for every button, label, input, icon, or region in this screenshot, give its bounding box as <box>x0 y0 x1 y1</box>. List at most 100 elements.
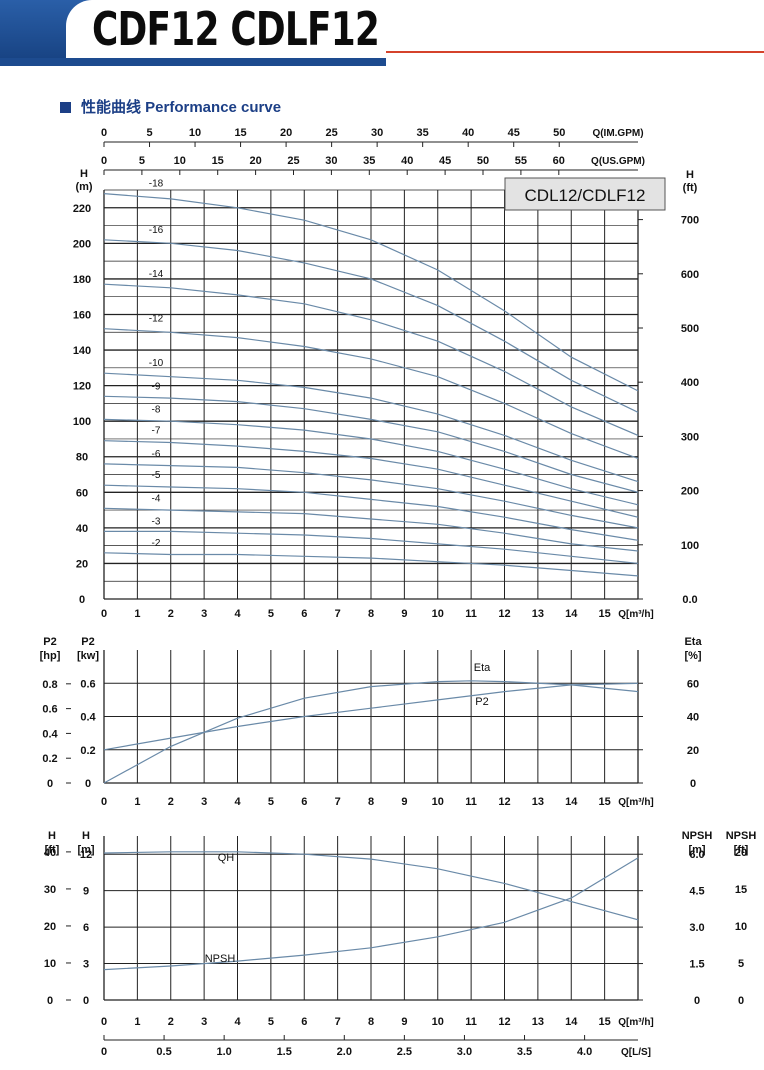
x-tick-label: 1 <box>134 796 140 808</box>
x-tick-label: 2 <box>168 796 174 808</box>
y-ft-tick-label: 40 <box>44 847 56 859</box>
y-npsh-ft-tick-label: 0 <box>738 995 744 1007</box>
top-us-tick-label: 15 <box>212 155 224 167</box>
y-kw-tick-label: 0.4 <box>80 712 96 724</box>
top-us-tick-label: 40 <box>401 155 413 167</box>
y-npsh-m-tick-label: 1.5 <box>689 959 704 971</box>
x-tick-label: 12 <box>498 796 510 808</box>
y-left-tick-label: 80 <box>76 452 88 464</box>
stage-curve <box>103 372 639 483</box>
stage-curve-label: -18 <box>149 179 164 190</box>
y-kw-tick-label: 0 <box>85 778 91 790</box>
x-tick-label: 14 <box>565 608 578 620</box>
header-title-panel <box>66 0 386 66</box>
x-tick-label: 8 <box>368 1016 374 1028</box>
qh-curve-label: QH <box>218 852 235 864</box>
x-tick-label: 14 <box>565 1016 578 1028</box>
y-npsh-ft-tick-label: 5 <box>738 958 744 970</box>
top-im-tick-label: 25 <box>325 127 337 139</box>
y-eta-axis-label: [%] <box>684 650 701 662</box>
y-ft-tick-label: 20 <box>44 921 56 933</box>
x-tick-label: 15 <box>599 608 611 620</box>
y-left-axis-label: H <box>80 168 88 180</box>
y-left-tick-label: 160 <box>73 309 91 321</box>
x-tick-label: 9 <box>401 1016 407 1028</box>
stage-curve <box>103 484 639 541</box>
y-npsh-m-axis-label: [m] <box>688 844 705 856</box>
y-npsh-ft-axis-label: [ft] <box>734 844 749 856</box>
top-im-tick-label: 40 <box>462 127 474 139</box>
x-tick-label: 6 <box>301 1016 307 1028</box>
eta-curve-label: Eta <box>474 662 491 674</box>
y-eta-tick-label: 60 <box>687 678 699 690</box>
y-right-tick-label: 0.0 <box>682 594 697 606</box>
y-right-tick-label: 400 <box>681 377 699 389</box>
x-tick-label: 8 <box>368 796 374 808</box>
y-ft-tick-label: 10 <box>44 958 56 970</box>
stage-curve-label: -12 <box>149 314 164 325</box>
top-us-tick-label: 50 <box>477 155 489 167</box>
x-tick-label: 13 <box>532 796 544 808</box>
y-m-tick-label: 0 <box>83 995 89 1007</box>
top-im-tick-label: 5 <box>146 127 152 139</box>
x-tick-label: 5 <box>268 796 274 808</box>
top-us-tick-label: 20 <box>249 155 261 167</box>
y-hp-axis-label: P2 <box>43 636 56 648</box>
x-tick-label: 15 <box>599 796 611 808</box>
x-tick-label: 13 <box>532 1016 544 1028</box>
section-heading: 性能曲线 Performance curve <box>60 96 281 117</box>
top-im-tick-label: 0 <box>101 127 107 139</box>
top-us-tick-label: 25 <box>287 155 299 167</box>
x-tick-label: 4 <box>234 796 241 808</box>
header-red-rule <box>386 51 764 53</box>
stage-curve-label: -8 <box>152 404 161 415</box>
y-kw-axis-label: P2 <box>81 636 94 648</box>
x2-tick-label: 3.5 <box>517 1046 532 1058</box>
y-right-tick-label: 200 <box>681 486 699 498</box>
x-tick-label: 11 <box>465 1016 477 1028</box>
y-m-axis-label: [m] <box>77 844 94 856</box>
y-hp-tick-label: 0 <box>47 778 53 790</box>
x2-tick-label: 0 <box>101 1046 107 1058</box>
stage-curve-label: -2 <box>152 538 161 549</box>
top-im-tick-label: 15 <box>234 127 246 139</box>
y-hp-tick-label: 0.6 <box>42 704 57 716</box>
y-eta-tick-label: 40 <box>687 712 699 724</box>
y-kw-tick-label: 0.2 <box>80 745 95 757</box>
x-tick-label: 7 <box>335 796 341 808</box>
x-tick-label: 5 <box>268 1016 274 1028</box>
y-npsh-ft-tick-label: 10 <box>735 921 747 933</box>
npsh-curve <box>103 857 639 971</box>
x-tick-label: 10 <box>432 1016 444 1028</box>
stage-curve-label: -3 <box>152 516 161 527</box>
y-left-tick-label: 120 <box>73 381 91 393</box>
y-hp-tick-label: 0.2 <box>42 753 57 765</box>
y-left-axis-label: (m) <box>75 181 92 193</box>
stage-curve-label: -10 <box>149 358 164 369</box>
x2-tick-label: 4.0 <box>577 1046 592 1058</box>
y-right-tick-label: 300 <box>681 431 699 443</box>
x-tick-label: 0 <box>101 608 107 620</box>
x-tick-label: 13 <box>532 608 544 620</box>
stage-curve <box>103 463 639 529</box>
x-tick-label: 2 <box>168 1016 174 1028</box>
y-left-tick-label: 140 <box>73 345 91 357</box>
section-label: 性能曲线 Performance curve <box>81 99 282 116</box>
y-left-tick-label: 20 <box>76 558 88 570</box>
npsh-curve-label: NPSH <box>205 953 236 965</box>
x-tick-label: 4 <box>234 608 241 620</box>
page-title: CDF12 CDLF12 <box>92 2 380 56</box>
y-left-tick-label: 220 <box>73 203 91 215</box>
x2-tick-label: 0.5 <box>156 1046 171 1058</box>
x-axis-label: Q[m³/h] <box>618 1017 654 1028</box>
stage-curve-label: -4 <box>152 493 161 504</box>
stage-curve-label: -5 <box>152 470 161 481</box>
y-m-axis-label: H <box>82 830 90 842</box>
y-left-tick-label: 200 <box>73 238 91 250</box>
x-tick-label: 2 <box>168 608 174 620</box>
y-ft-tick-label: 30 <box>44 884 56 896</box>
y-ft-axis-label: H <box>48 830 56 842</box>
x-tick-label: 9 <box>401 796 407 808</box>
stage-curve-label: -7 <box>152 426 161 437</box>
